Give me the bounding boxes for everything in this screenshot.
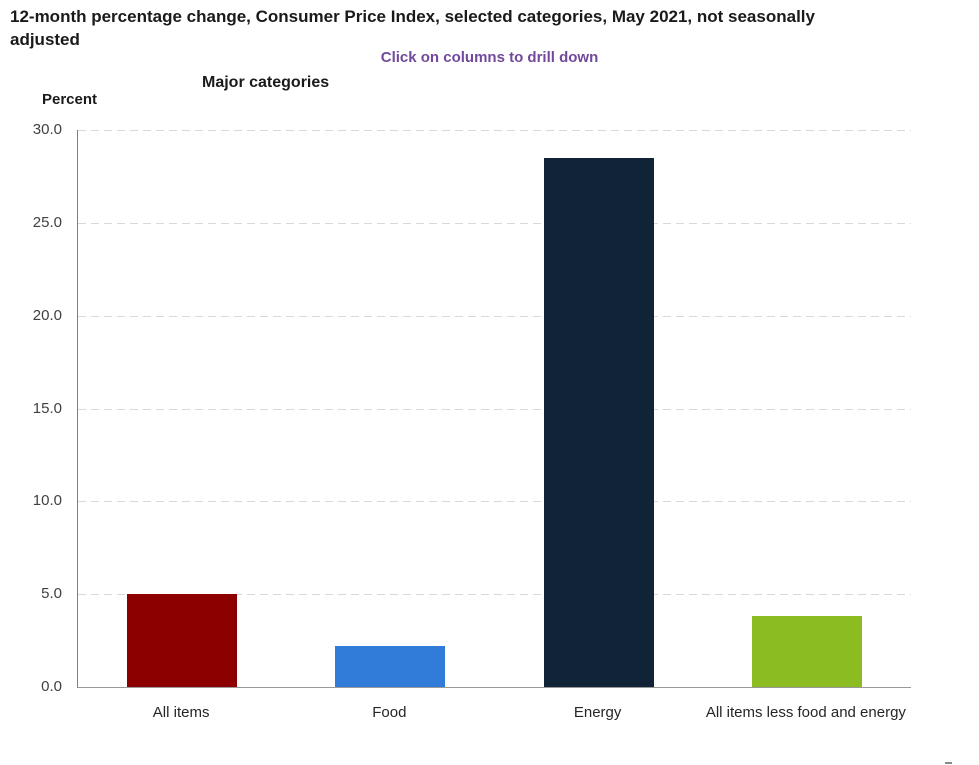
y-tick-label: 30.0: [32, 121, 62, 138]
bar-all-items[interactable]: [127, 594, 238, 687]
chart-title: 12-month percentage change, Consumer Pri…: [10, 7, 815, 49]
bar-food[interactable]: [335, 646, 446, 687]
x-category-label: Energy: [573, 704, 622, 721]
x-category-label: All items less food and energy: [705, 704, 906, 721]
y-tick-label: 15.0: [32, 399, 62, 417]
drilldown-hint: Click on columns to drill down: [380, 49, 599, 66]
x-category-label: All items: [152, 704, 210, 721]
corner-mark: [945, 762, 952, 764]
y-axis-title: Percent: [42, 91, 98, 108]
y-tick-label: 20.0: [32, 306, 62, 324]
x-axis-group-label: Major categories: [202, 74, 330, 91]
bar-energy[interactable]: [543, 157, 654, 687]
bar-all-items-less-food-and-energy[interactable]: [751, 616, 862, 687]
gridline: [78, 408, 911, 410]
gridline: [78, 501, 911, 503]
gridline: [78, 594, 911, 596]
gridline: [78, 130, 911, 131]
gridline: [78, 222, 911, 224]
y-tick-label: 25.0: [32, 213, 62, 231]
y-tick-label: 10.0: [32, 492, 62, 510]
gridline: [78, 315, 911, 317]
y-tick-label: 5.0: [41, 585, 62, 603]
plot-area: [77, 130, 911, 688]
y-tick-label: 0.0: [41, 678, 62, 695]
x-category-label: Food: [372, 704, 407, 721]
